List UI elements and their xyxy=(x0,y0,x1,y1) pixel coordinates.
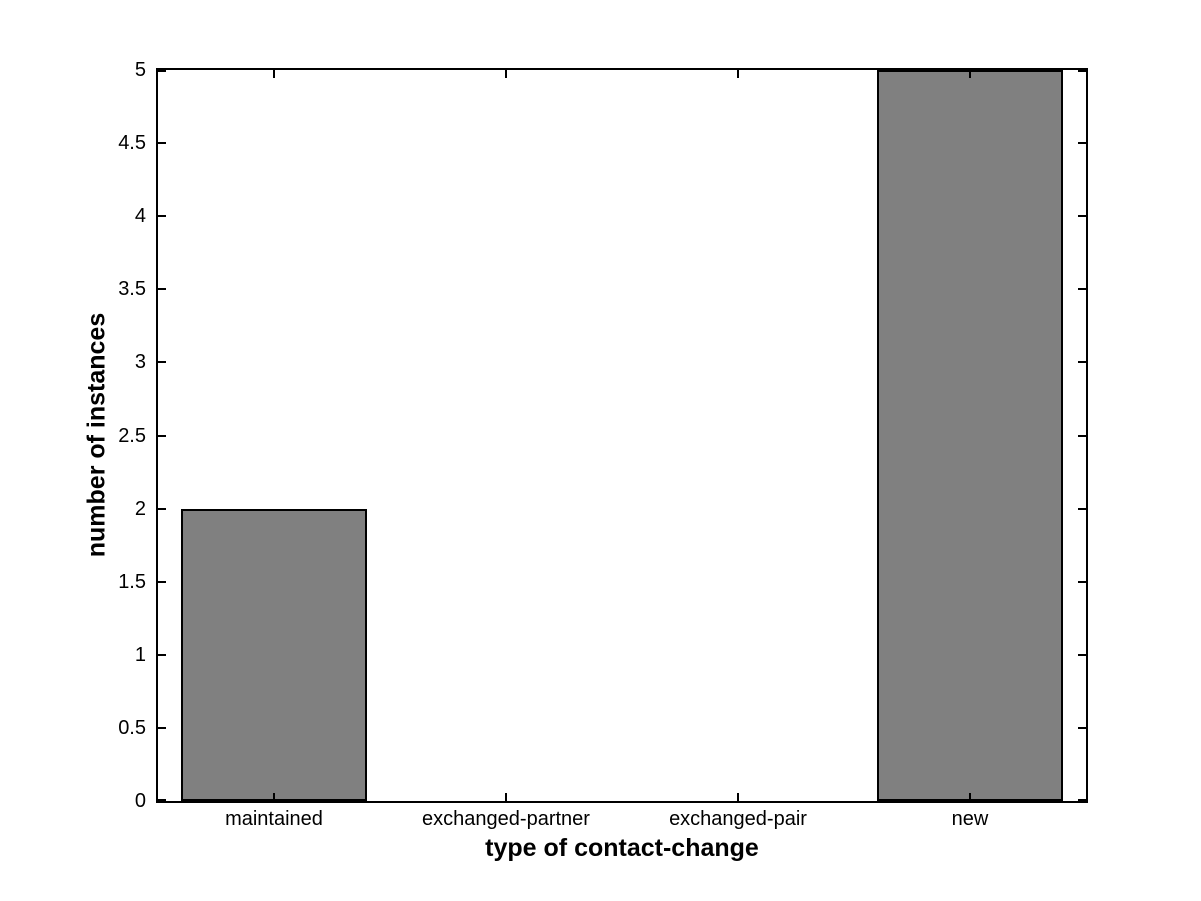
x-tick-bottom-new xyxy=(969,793,971,801)
bar-new xyxy=(877,70,1063,801)
y-tick-label-2.5: 2.5 xyxy=(118,424,146,447)
x-tick-top-new xyxy=(969,70,971,78)
y-tick-label-3.5: 3.5 xyxy=(118,278,146,301)
y-tick-left-2.5 xyxy=(158,434,166,437)
y-tick-label-0.5: 0.5 xyxy=(118,716,146,739)
y-tick-label-4: 4 xyxy=(134,205,146,228)
x-tick-label-maintained: maintained xyxy=(225,808,323,830)
y-tick-label-2: 2 xyxy=(134,497,146,520)
x-tick-bottom-maintained xyxy=(273,793,275,801)
y-tick-right-3.5 xyxy=(1078,288,1086,291)
y-tick-left-2 xyxy=(158,507,166,510)
x-tick-top-exchanged-partner xyxy=(505,70,507,78)
y-tick-left-1 xyxy=(158,653,166,656)
y-tick-right-0 xyxy=(1078,799,1086,801)
x-tick-label-exchanged-partner: exchanged-partner xyxy=(422,808,590,830)
x-tick-label-exchanged-pair: exchanged-pair xyxy=(669,808,807,830)
y-tick-right-1 xyxy=(1078,653,1086,656)
y-tick-label-1: 1 xyxy=(134,643,146,666)
bar-maintained xyxy=(181,509,367,801)
y-tick-right-2 xyxy=(1078,507,1086,510)
y-tick-right-0.5 xyxy=(1078,726,1086,729)
y-tick-label-5: 5 xyxy=(134,59,146,81)
x-tick-bottom-exchanged-pair xyxy=(737,793,739,801)
y-tick-right-4 xyxy=(1078,215,1086,218)
y-tick-label-1.5: 1.5 xyxy=(118,570,146,593)
x-tick-bottom-exchanged-partner xyxy=(505,793,507,801)
y-tick-right-2.5 xyxy=(1078,434,1086,437)
y-tick-label-4.5: 4.5 xyxy=(118,132,146,155)
y-tick-left-3.5 xyxy=(158,288,166,291)
y-tick-right-1.5 xyxy=(1078,580,1086,583)
y-tick-label-0: 0 xyxy=(134,790,146,812)
y-tick-left-0 xyxy=(158,799,166,801)
plot-area xyxy=(156,68,1088,803)
y-tick-right-3 xyxy=(1078,361,1086,364)
y-tick-label-3: 3 xyxy=(134,351,146,374)
y-tick-left-3 xyxy=(158,361,166,364)
y-tick-left-0.5 xyxy=(158,726,166,729)
x-tick-label-new: new xyxy=(951,808,989,830)
x-axis-label: type of contact-change xyxy=(485,834,759,862)
x-tick-top-exchanged-pair xyxy=(737,70,739,78)
y-tick-left-1.5 xyxy=(158,580,166,583)
x-tick-top-maintained xyxy=(273,70,275,78)
y-tick-left-5 xyxy=(158,70,166,72)
y-tick-left-4 xyxy=(158,215,166,218)
y-tick-right-5 xyxy=(1078,70,1086,72)
y-tick-left-4.5 xyxy=(158,142,166,145)
y-tick-right-4.5 xyxy=(1078,142,1086,145)
